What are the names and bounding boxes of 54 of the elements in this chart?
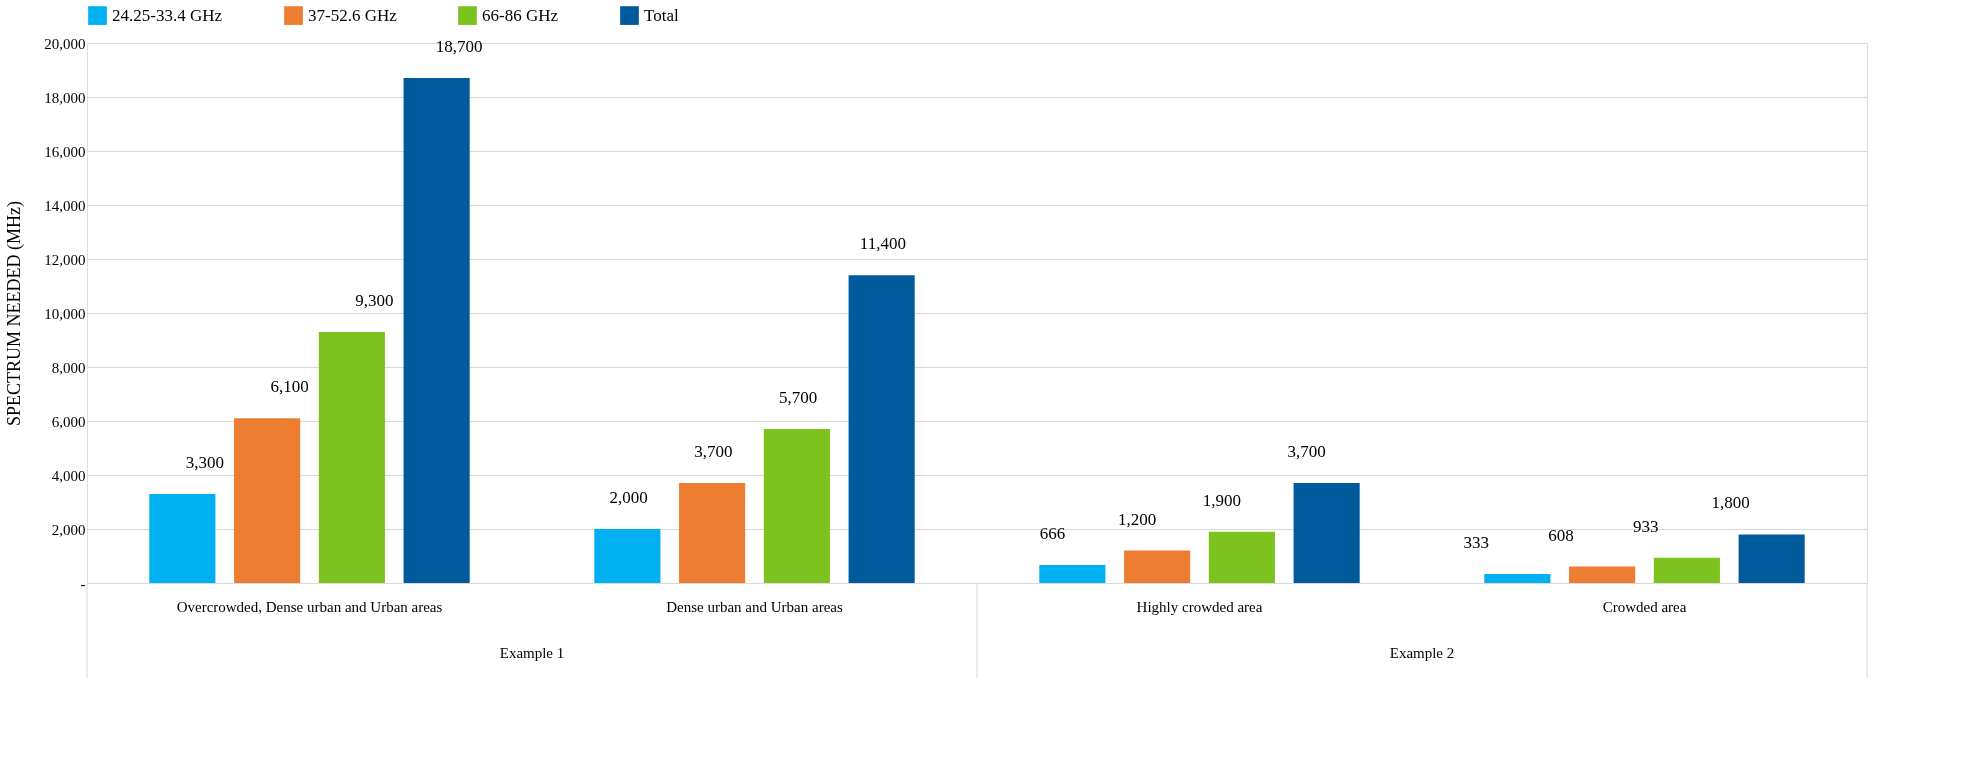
y-axis-title: SPECTRUM NEEDED (MHz) xyxy=(4,201,26,426)
y-tick-label: 6,000 xyxy=(51,413,86,430)
data-label: 18,700 xyxy=(435,37,483,57)
bar xyxy=(234,418,301,583)
bar xyxy=(1569,566,1636,583)
y-tick-label: 16,000 xyxy=(44,143,86,160)
legend-label: Total xyxy=(644,5,679,25)
data-label: 11,400 xyxy=(859,234,906,254)
data-label: 9,300 xyxy=(355,290,394,310)
y-tick-label: 18,000 xyxy=(44,89,86,106)
data-label: 5,700 xyxy=(779,388,818,408)
data-label: 3,300 xyxy=(185,452,224,472)
x-tick-label: Crowded area xyxy=(1602,598,1687,615)
data-label: 933 xyxy=(1633,516,1659,536)
y-tick-label: 8,000 xyxy=(51,359,86,376)
bar xyxy=(318,331,385,583)
text: Example 2 xyxy=(1389,645,1455,661)
data-label: 666 xyxy=(1039,524,1066,544)
bar xyxy=(679,483,746,583)
text: Example 1 xyxy=(499,645,565,661)
y-tick-label: 12,000 xyxy=(44,251,86,268)
data-label: 608 xyxy=(1548,525,1574,545)
data-label: 3,700 xyxy=(694,442,733,462)
x-tick-label: Highly crowded area xyxy=(1136,598,1263,615)
bar xyxy=(403,78,470,583)
data-label: 1,200 xyxy=(1118,509,1157,529)
bar xyxy=(1293,483,1360,583)
data-label: 1,800 xyxy=(1711,493,1750,513)
y-tick-label: 4,000 xyxy=(51,467,86,484)
data-label: 333 xyxy=(1463,533,1489,553)
bar xyxy=(1738,534,1805,583)
x-tick-label: Dense urban and Urban areas xyxy=(666,598,843,615)
data-label: 6,100 xyxy=(270,377,309,397)
y-tick-label: - xyxy=(80,575,86,592)
legend-label: 37-52.6 GHz xyxy=(308,5,398,25)
y-tick-label: 20,000 xyxy=(44,35,86,52)
data-label: 1,900 xyxy=(1202,490,1242,510)
bar xyxy=(1208,531,1275,583)
y-tick-label: 10,000 xyxy=(44,305,86,322)
bar xyxy=(149,493,216,583)
bar xyxy=(1039,565,1106,583)
legend-label: 24.25-33.4 GHz xyxy=(112,5,223,25)
bar xyxy=(763,429,830,583)
data-label: 2,000 xyxy=(609,488,648,507)
bar xyxy=(1484,574,1551,583)
legend-label: 66-86 GHz xyxy=(482,5,559,25)
bar xyxy=(1653,557,1720,583)
y-tick-label: 14,000 xyxy=(44,197,86,214)
x-tick-label: Overcrowded, Dense urban and Urban areas xyxy=(176,598,443,615)
data-label: 3,700 xyxy=(1287,442,1326,462)
bar xyxy=(848,275,915,583)
bar xyxy=(1124,550,1191,583)
bar xyxy=(594,529,661,583)
y-tick-label: 2,000 xyxy=(51,521,86,538)
